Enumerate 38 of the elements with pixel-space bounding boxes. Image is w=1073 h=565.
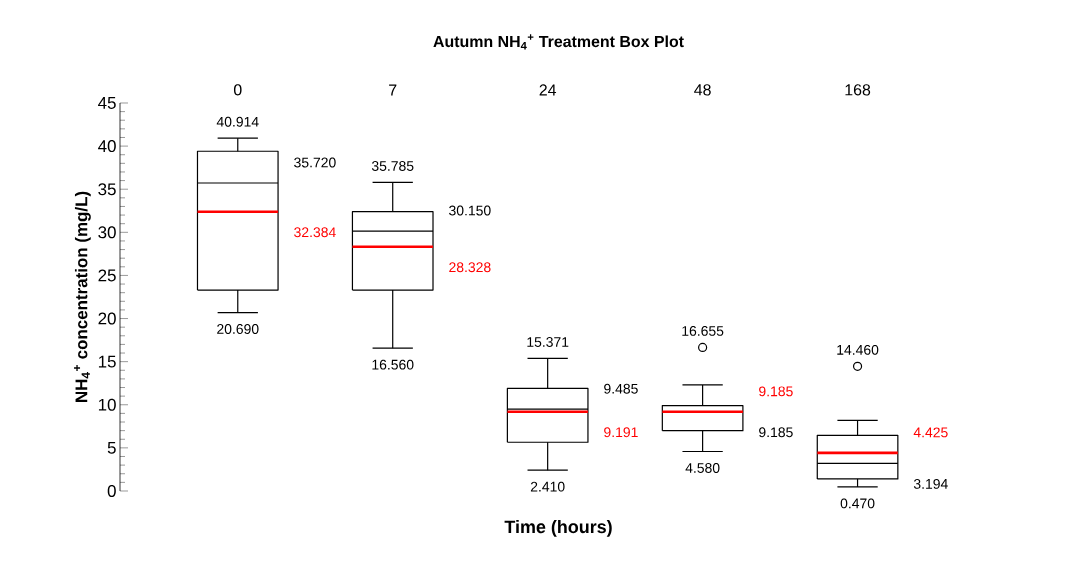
annotation: 9.185 <box>759 427 793 438</box>
annotation: 40.914 <box>216 116 259 127</box>
annotation: 9.191 <box>604 427 638 438</box>
text: 0.470 <box>840 498 875 509</box>
annotation: 30.150 <box>449 205 491 216</box>
x-tick-label: 7 <box>389 84 397 96</box>
y-axis-title: NH$_{4}$$^{+}$ concentration (mg/L) <box>74 191 91 402</box>
annotation: 16.655 <box>682 325 724 336</box>
annotation: 16.560 <box>372 359 414 370</box>
x-tick-label: 24 <box>539 84 557 96</box>
annotation: 9.485 <box>604 383 638 394</box>
annotation: 35.785 <box>371 161 414 171</box>
x-axis-title: Time (hours) <box>504 519 612 537</box>
y-tick-label: 10 <box>98 398 116 411</box>
y-tick-label: 45 <box>98 97 116 109</box>
chart-title: Autumn NH$_{4}$$^{+}$ Treatment Box Plot <box>433 34 684 50</box>
annotation: 4.425 <box>913 427 948 438</box>
y-tick-label: 40 <box>98 140 116 153</box>
y-tick-label: 35 <box>98 183 116 196</box>
y-tick-label: 15 <box>98 355 116 368</box>
annotation: 32.384 <box>294 227 336 238</box>
y-tick-label: 30 <box>98 226 116 239</box>
y-tick-label: 0 <box>107 484 116 497</box>
annotation: 3.194 <box>913 478 948 489</box>
annotation: 28.328 <box>449 262 491 273</box>
x-tick-label: 0 <box>233 84 242 96</box>
annotation: 4.580 <box>685 463 720 473</box>
annotation: 15.371 <box>527 337 569 347</box>
y-tick-label: 20 <box>98 312 116 325</box>
annotation: 9.185 <box>759 386 793 397</box>
y-tick-label: 25 <box>98 269 116 282</box>
x-tick-label: 168 <box>845 84 871 96</box>
x-tick-label: 48 <box>694 84 711 96</box>
y-tick-label: 5 <box>107 441 116 454</box>
annotation: 20.690 <box>217 324 259 334</box>
annotation: 2.410 <box>530 481 565 492</box>
annotation: 35.720 <box>294 157 336 168</box>
annotation: 14.460 <box>837 344 879 355</box>
